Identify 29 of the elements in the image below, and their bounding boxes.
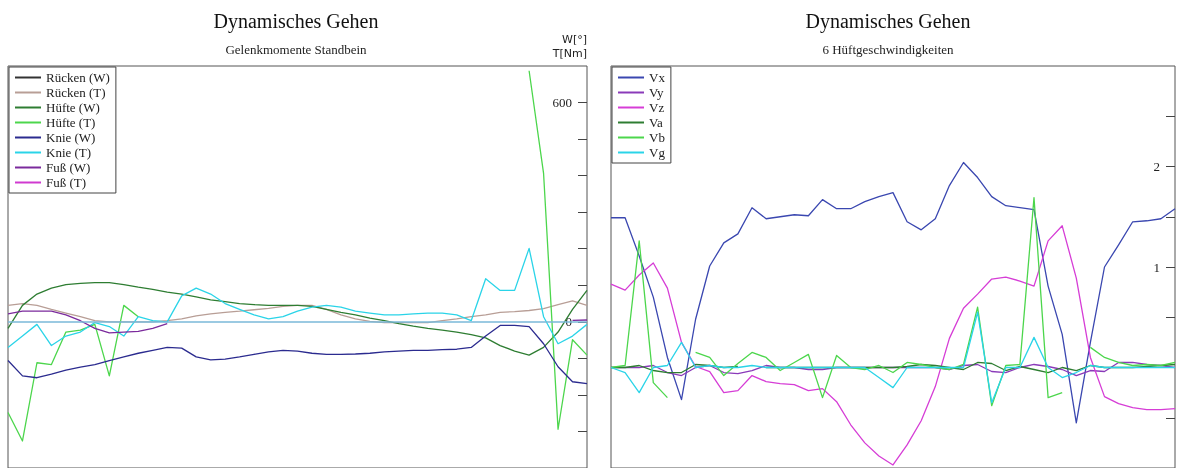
legend-label: Vy xyxy=(649,85,664,100)
y-tick-label: 600 xyxy=(552,95,572,111)
y-tick-label: 0 xyxy=(565,314,572,330)
legend-label: Vg xyxy=(649,145,666,160)
legend-label: Hüfte (W) xyxy=(46,100,100,115)
line-series xyxy=(610,225,1176,466)
legend-label: Knie (T) xyxy=(46,145,92,160)
chart-subtitle: Gelenkmomente Standbein xyxy=(225,42,368,57)
line-series xyxy=(610,161,1176,424)
line-series xyxy=(7,282,588,356)
legend-label: Rücken (T) xyxy=(46,85,106,100)
chart-title: Dynamisches Gehen xyxy=(805,10,971,33)
legend-label: Knie (W) xyxy=(46,130,96,145)
legend-label: Fuß (T) xyxy=(46,175,87,190)
legend-label: Vb xyxy=(649,130,665,145)
y-tick-label: 2 xyxy=(1153,159,1160,174)
y-tick-label: 1 xyxy=(1153,259,1160,275)
legend-label: Vx xyxy=(649,70,666,85)
legend-label: Va xyxy=(649,115,663,130)
legend-label: Hüfte (T) xyxy=(46,115,96,130)
legend-label: Rücken (W) xyxy=(46,70,110,85)
legend-label: Vz xyxy=(649,100,665,115)
chart-subtitle: 6 Hüftgeschwindigkeiten xyxy=(822,42,955,57)
line-series xyxy=(7,247,588,349)
line-series xyxy=(7,324,588,385)
y-axis-title: W[°] T[Nm] xyxy=(551,32,587,60)
legend-label: Fuß (W) xyxy=(46,160,91,175)
line-series xyxy=(610,311,1176,404)
chart-title: Dynamisches Gehen xyxy=(213,10,379,33)
